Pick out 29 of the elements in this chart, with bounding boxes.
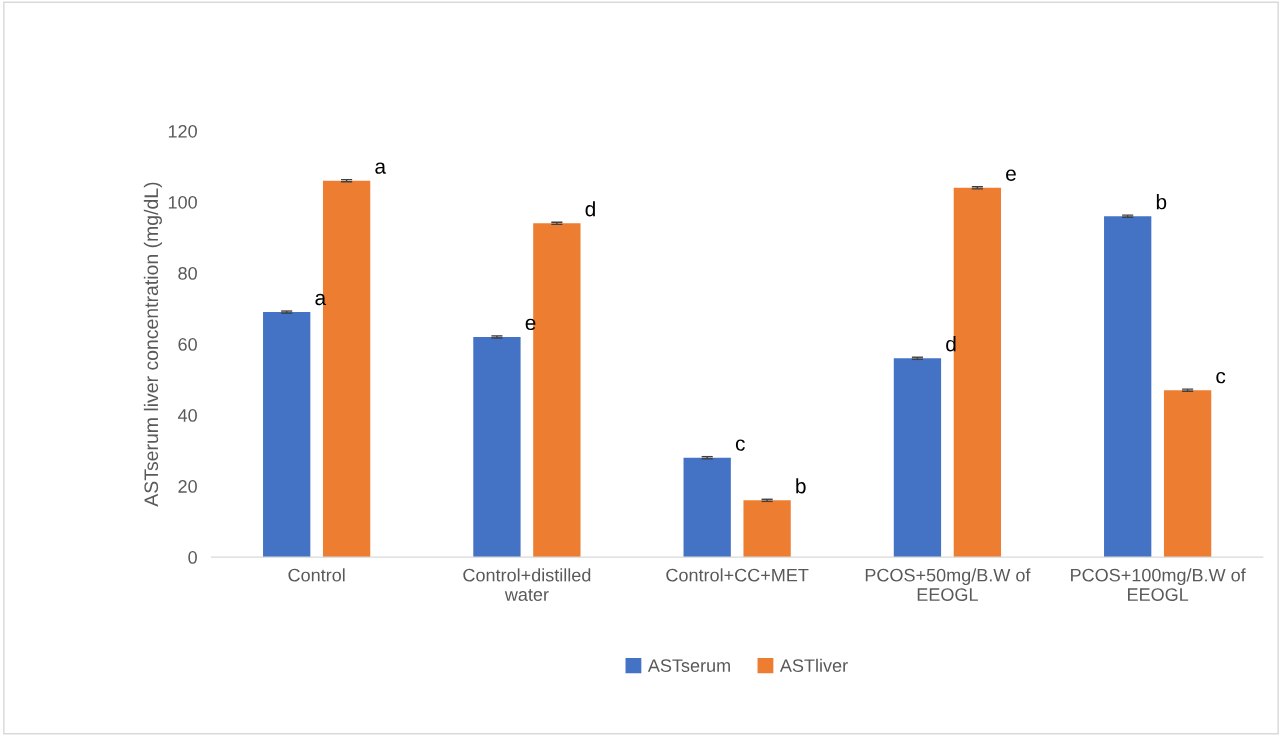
bar — [683, 457, 731, 558]
bar — [473, 336, 521, 558]
legend-label: ASTliver — [779, 658, 848, 672]
bar — [893, 358, 942, 558]
x-tick-label: PCOS+50mg/B.W of EEOGL — [865, 568, 1031, 601]
x-tick-label: PCOS+100mg/B.W of EEOGL — [1071, 568, 1246, 601]
bar — [263, 312, 311, 558]
x-tick-label: Control+distilled water — [463, 568, 591, 601]
data-label: c — [735, 439, 745, 451]
y-tick-label: 100 — [168, 195, 197, 209]
data-label: c — [1216, 371, 1226, 384]
data-label: e — [1006, 169, 1016, 181]
y-tick-label: 120 — [168, 124, 197, 138]
y-tick-label: 40 — [177, 409, 197, 422]
data-label: a — [375, 162, 387, 174]
bar — [1104, 216, 1152, 558]
bar — [743, 500, 791, 558]
y-tick-label: 60 — [178, 338, 197, 351]
x-tick-label: Control — [288, 568, 345, 582]
legend-label: ASTserum — [647, 659, 730, 672]
data-label: b — [796, 478, 806, 494]
bar — [1163, 390, 1212, 558]
y-tick-label: 0 — [188, 551, 197, 564]
data-label: b — [1156, 194, 1167, 210]
y-tick-label: 80 — [178, 266, 197, 280]
data-label: d — [585, 201, 595, 217]
x-tick-label: Control+CC+MET — [666, 568, 809, 582]
y-axis-title: ASTserum liver concentration (mg/dL) — [143, 182, 162, 507]
y-tick-label: 20 — [178, 480, 197, 493]
